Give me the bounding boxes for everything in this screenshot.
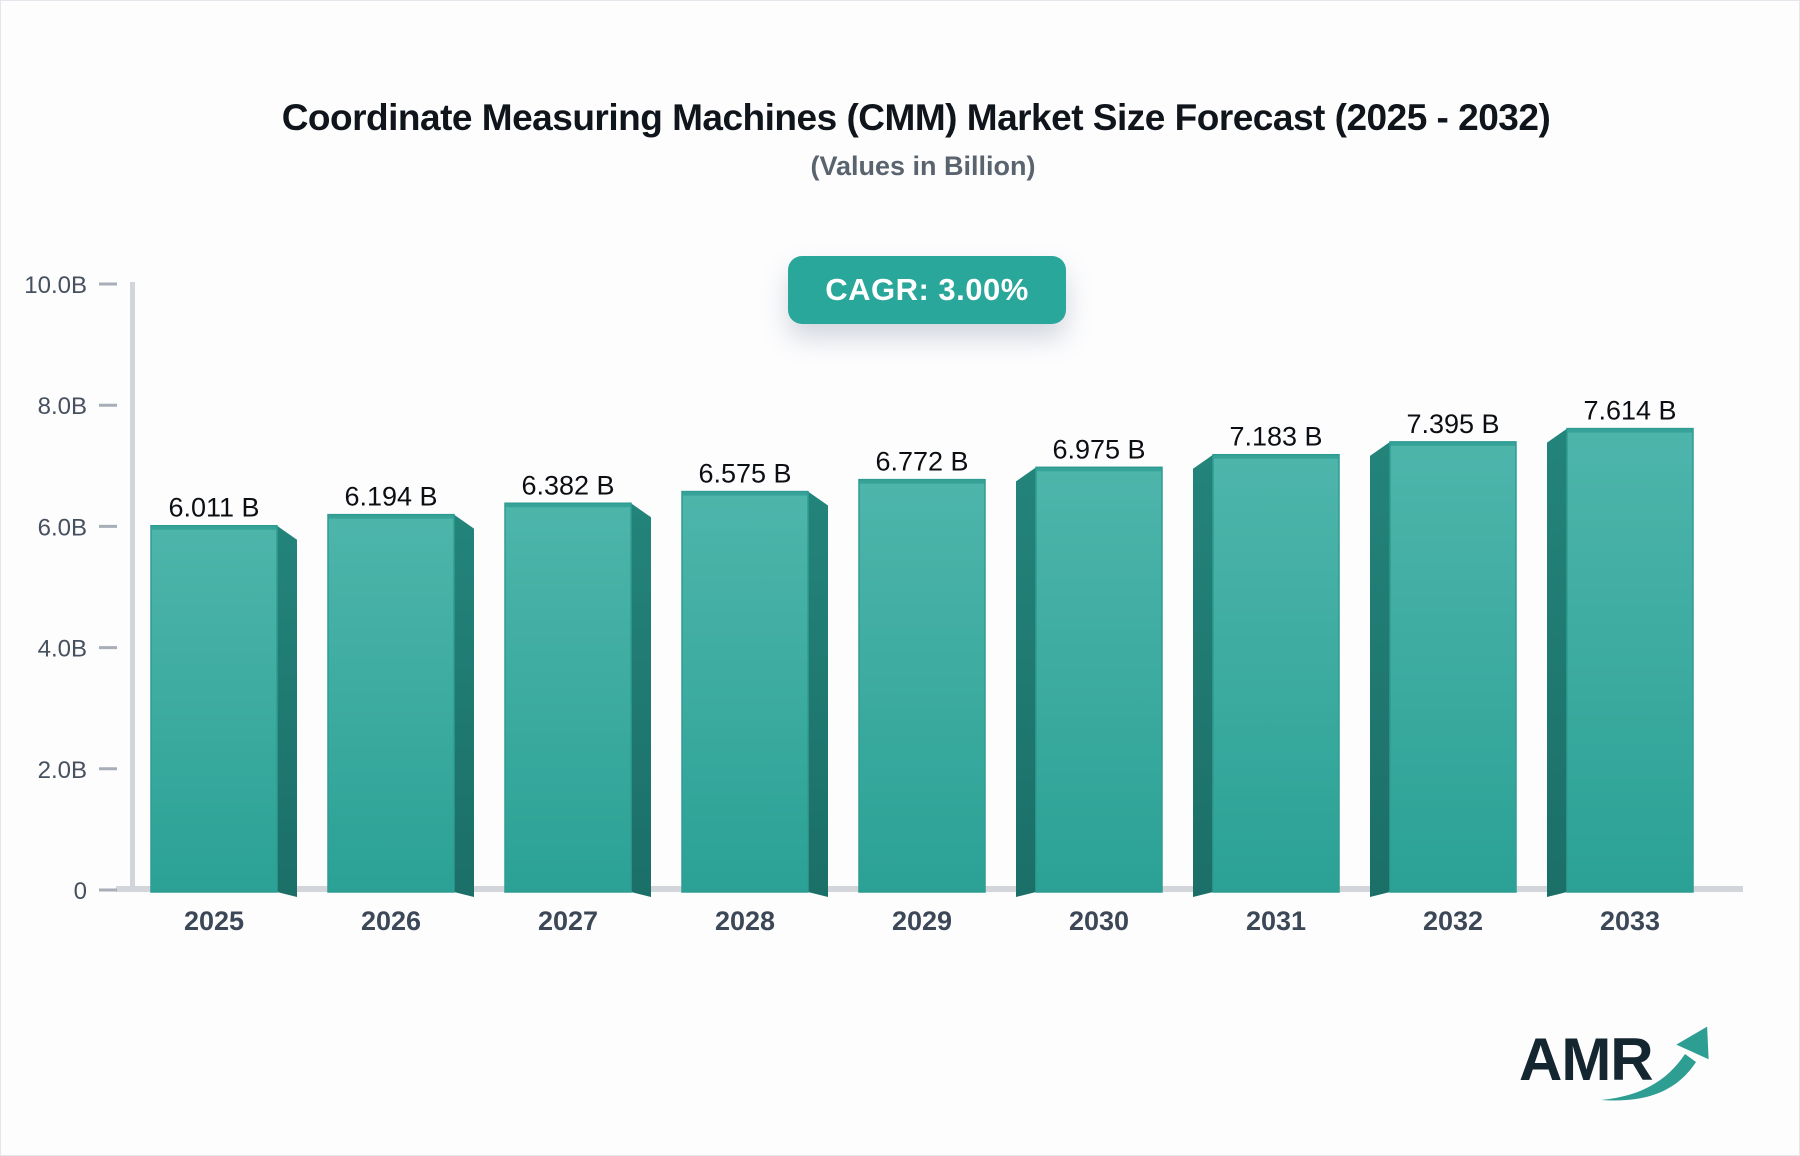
bar-group-2033: [1547, 427, 1694, 897]
bar-front-face[interactable]: [1389, 441, 1517, 893]
y-tick-label: 0: [74, 878, 87, 905]
x-tick-label: 2025: [184, 906, 244, 936]
x-tick-label: 2029: [892, 906, 952, 936]
bar-side-face: [631, 503, 651, 897]
bar-top-edge: [1036, 467, 1162, 472]
x-tick-label: 2028: [715, 906, 775, 936]
amr-logo-text: AMR: [1519, 1026, 1654, 1093]
bar-value-label: 6.575 B: [698, 459, 791, 489]
bar-value-label: 7.614 B: [1583, 396, 1676, 426]
x-tick-label: 2026: [361, 906, 421, 936]
x-tick-label: 2027: [538, 906, 598, 936]
y-tick-label: 10.0B: [24, 272, 87, 299]
bar-front-face[interactable]: [504, 502, 632, 893]
bar-side-face: [1370, 441, 1390, 897]
bar-front-face[interactable]: [1212, 453, 1340, 893]
chart-subtitle: (Values in Billion): [810, 151, 1036, 181]
bar-group-2031: [1193, 453, 1340, 897]
bar-side-face: [808, 491, 828, 897]
cagr-badge: CAGR: 3.00%: [788, 256, 1066, 324]
cagr-badge-label: CAGR: 3.00%: [825, 272, 1029, 307]
amr-logo: AMR: [1519, 1017, 1759, 1107]
bar-group-2032: [1370, 441, 1517, 897]
bar-top-edge: [859, 479, 985, 484]
bar-group-2025: [150, 524, 297, 897]
x-tick-label: 2033: [1600, 906, 1660, 936]
trend-up-arrow-icon: [1601, 1026, 1709, 1101]
bar-group-2027: [504, 502, 651, 897]
bar-value-label: 7.183 B: [1229, 422, 1322, 452]
y-tick-label: 4.0B: [38, 636, 87, 663]
bar-side-face: [1016, 467, 1036, 897]
chart-title: Coordinate Measuring Machines (CMM) Mark…: [281, 97, 1551, 138]
bar-group-2028: [681, 490, 828, 897]
bar-side-face: [454, 514, 474, 897]
bar-top-edge: [1390, 441, 1516, 446]
bar-group-2029: [858, 478, 986, 893]
bar-top-edge: [1213, 454, 1339, 459]
x-tick-label: 2030: [1069, 906, 1129, 936]
bar-front-face[interactable]: [1566, 427, 1694, 893]
bar-front-face[interactable]: [681, 490, 809, 893]
bar-front-face[interactable]: [150, 524, 278, 893]
bar-value-label: 6.975 B: [1052, 434, 1145, 464]
bar-front-face[interactable]: [327, 513, 455, 893]
y-axis-line: [130, 282, 135, 890]
bar-value-label: 6.772 B: [875, 447, 968, 477]
bar-front-face[interactable]: [1035, 466, 1163, 893]
bar-value-label: 6.011 B: [168, 493, 259, 523]
bar-top-edge: [682, 491, 808, 496]
x-tick-label: 2031: [1246, 906, 1306, 936]
bar-group-2026: [327, 513, 474, 897]
bar-value-label: 7.395 B: [1406, 409, 1499, 439]
bar-top-edge: [151, 525, 277, 530]
bar-side-face: [1193, 454, 1213, 897]
x-tick-label: 2032: [1423, 906, 1483, 936]
y-tick-label: 6.0B: [38, 514, 87, 541]
bar-top-edge: [505, 503, 631, 508]
y-tick-label: 8.0B: [38, 393, 87, 420]
bar-value-label: 6.194 B: [344, 482, 437, 512]
bar-group-2030: [1016, 466, 1163, 897]
bar-front-face[interactable]: [858, 478, 986, 893]
bar-value-label: 6.382 B: [521, 470, 614, 500]
bar-top-edge: [1567, 428, 1693, 433]
bar-side-face: [1547, 428, 1567, 897]
bar-side-face: [277, 525, 297, 897]
y-tick-label: 2.0B: [38, 757, 87, 784]
bar-top-edge: [328, 514, 454, 519]
